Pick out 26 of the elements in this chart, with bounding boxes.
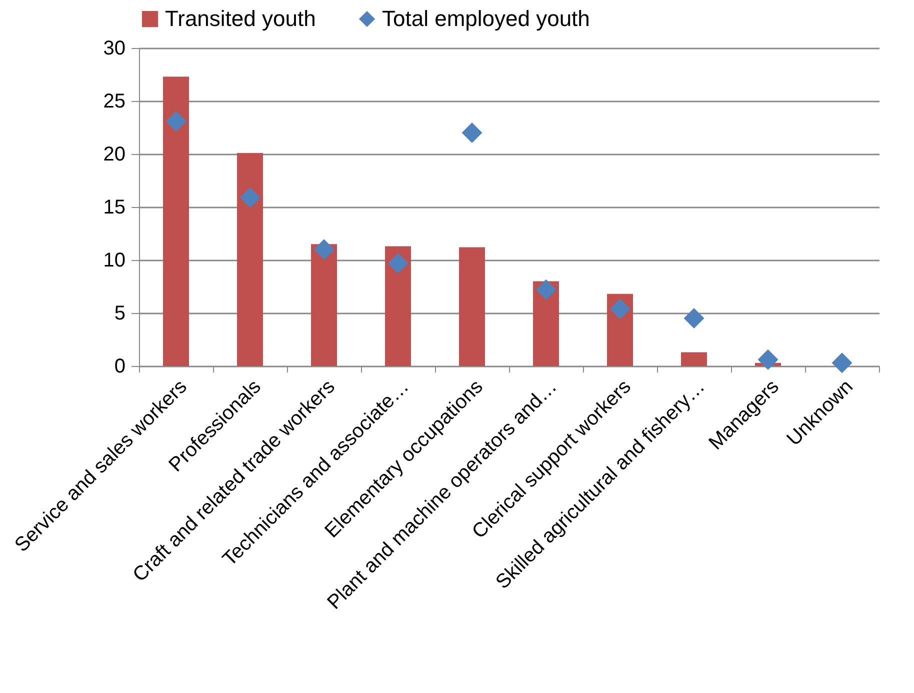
y-tick-label: 0 (114, 356, 126, 378)
bar (385, 246, 411, 366)
bar (681, 352, 707, 366)
point (684, 308, 704, 329)
bar (533, 281, 559, 366)
point (610, 298, 630, 320)
point (758, 349, 778, 370)
y-tick-label: 20 (103, 144, 126, 166)
point (536, 279, 556, 300)
legend-label: Total employed youth (382, 6, 590, 31)
y-tick-label: 15 (103, 196, 126, 218)
point (388, 252, 408, 274)
bar (163, 76, 189, 366)
point (166, 110, 186, 132)
legend-label: Transited youth (165, 6, 316, 31)
y-tick-label: 10 (103, 250, 126, 272)
y-tick-label: 5 (114, 302, 126, 324)
point (832, 352, 852, 374)
y-tick-label: 25 (103, 90, 126, 112)
bar (237, 152, 263, 366)
bar (311, 244, 337, 366)
point (462, 122, 482, 144)
point (314, 239, 334, 260)
bar (459, 247, 485, 366)
y-tick-label: 30 (103, 38, 126, 60)
point (240, 187, 260, 208)
